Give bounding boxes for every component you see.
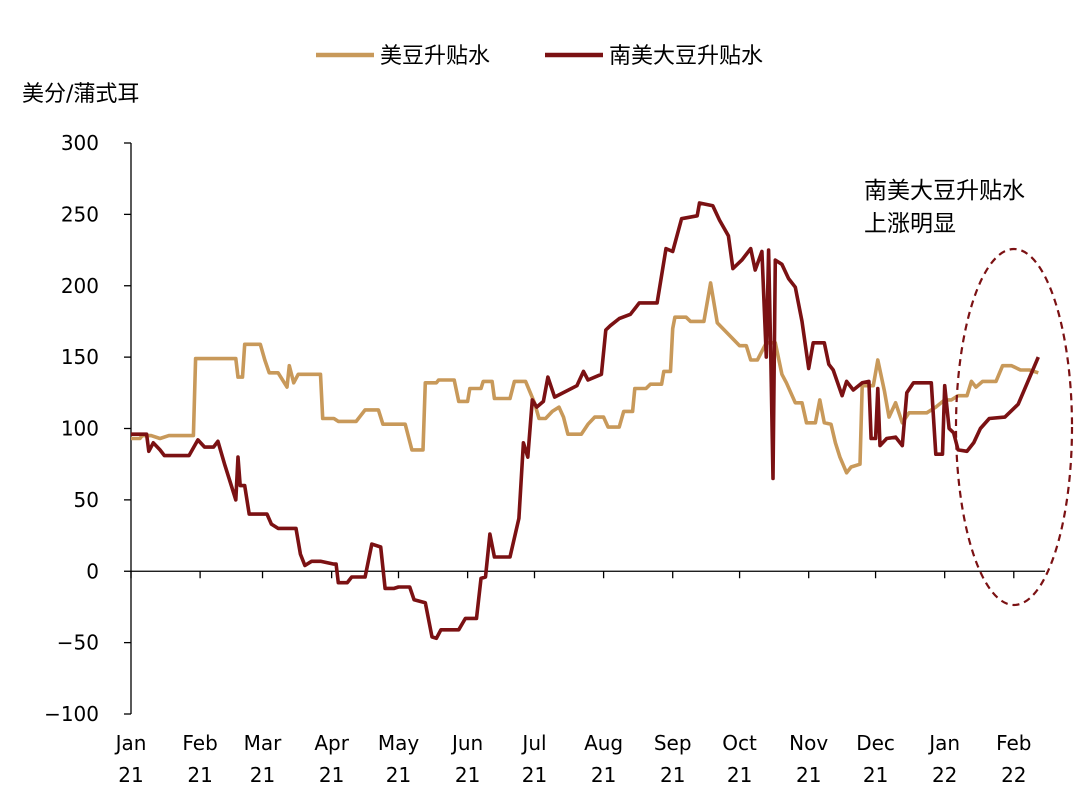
x-tick-month-label: Feb: [182, 731, 217, 755]
series-line-2: [131, 201, 1040, 641]
x-tick-month-label: Jan: [114, 731, 147, 755]
x-tick-month-label: Sep: [654, 731, 692, 755]
chart-legend: 美豆升贴水 南美大豆升贴水: [316, 44, 763, 69]
x-tick-year-label: 21: [319, 763, 344, 787]
series-layer: [131, 201, 1040, 641]
x-tick-year-label: 21: [187, 763, 212, 787]
y-tick-label: 250: [61, 202, 99, 226]
x-axis: Jan 21 Feb 21 Mar 21 Apr 21 May 21 Jun 21 Jul 21 Aug 21…: [114, 570, 1045, 787]
y-tick-label: 300: [61, 131, 99, 155]
x-tick-month-label: Oct: [722, 731, 757, 755]
legend-label-2: 南美大豆升贴水: [609, 44, 763, 69]
y-axis: 300 250 200 150 100 50 0 −50 −100: [44, 131, 132, 726]
annotation-text-line-1: 南美大豆升贴水: [864, 178, 1025, 204]
x-tick-year-label: 21: [863, 763, 888, 787]
x-tick-year-label: 21: [118, 763, 143, 787]
x-tick-year-label: 22: [932, 763, 957, 787]
x-tick-month-label: Jun: [450, 731, 483, 755]
y-tick-label: 50: [74, 488, 99, 512]
series-line-1: [131, 281, 1039, 475]
x-tick-year-label: 21: [250, 763, 275, 787]
y-axis-unit-label: 美分/蒲式耳: [22, 82, 139, 107]
x-tick-year-label: 21: [591, 763, 616, 787]
x-tick-month-label: May: [378, 731, 420, 755]
y-tick-label: 200: [61, 274, 99, 298]
x-tick-year-label: 21: [386, 763, 411, 787]
x-tick-year-label: 21: [796, 763, 821, 787]
y-tick-label: 100: [61, 417, 99, 441]
y-tick-label: 150: [61, 345, 99, 369]
annotation-group: 南美大豆升贴水 上涨明显: [864, 178, 1074, 607]
x-tick-month-label: Jul: [520, 731, 546, 755]
legend-label-1: 美豆升贴水: [380, 44, 490, 69]
x-tick-month-label: Nov: [789, 731, 828, 755]
y-tick-label: −100: [44, 702, 99, 726]
x-tick-year-label: 21: [455, 763, 480, 787]
y-tick-label: −50: [57, 631, 99, 655]
x-tick-month-label: Dec: [856, 731, 895, 755]
x-tick-year-label: 21: [727, 763, 752, 787]
x-tick-year-label: 21: [660, 763, 685, 787]
y-tick-label: 0: [86, 559, 99, 583]
x-tick-year-label: 21: [522, 763, 547, 787]
x-tick-year-label: 22: [1001, 763, 1026, 787]
x-tick-month-label: Apr: [314, 731, 349, 755]
annotation-text-line-2: 上涨明显: [864, 211, 956, 237]
x-tick-month-label: Jan: [927, 731, 960, 755]
x-tick-month-label: Aug: [584, 731, 623, 755]
annotation-dashed-ellipse: [954, 247, 1074, 607]
x-tick-month-label: Mar: [244, 731, 283, 755]
x-tick-month-label: Feb: [996, 731, 1031, 755]
